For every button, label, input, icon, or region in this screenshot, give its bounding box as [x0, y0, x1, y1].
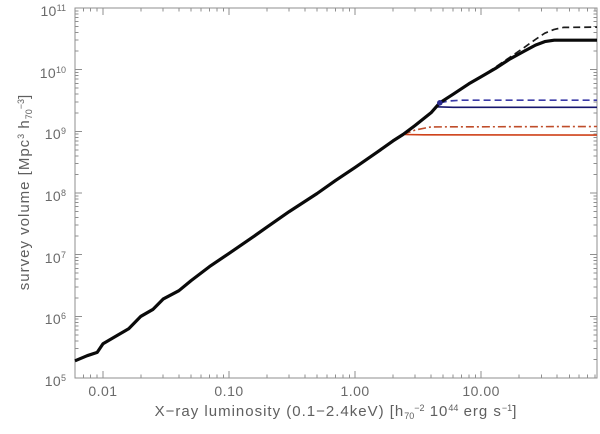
x-tick-label: 0.01: [88, 383, 118, 399]
y-axis-title: survey volume [Mpc3 h70−3]: [16, 93, 34, 291]
series-blue-subsample-dashed: [439, 99, 597, 104]
x-tick-label: 0.10: [214, 383, 244, 399]
series-red-subsample-dashdot: [402, 125, 598, 136]
y-tick-label: 105: [44, 373, 66, 389]
y-tick-label: 109: [44, 126, 66, 143]
branch-point-dot: [437, 100, 443, 106]
x-tick-label: 10.00: [462, 383, 500, 399]
y-tick-label: 108: [44, 188, 66, 204]
series-navy-subsample-solid: [436, 105, 597, 109]
series-red-subsample-solid: [402, 133, 598, 136]
axis-frame: [74, 7, 598, 379]
y-tick-label: 1010: [39, 64, 66, 81]
y-tick-label: 106: [44, 311, 66, 328]
series-total-survey-solid: [74, 38, 597, 363]
x-tick-label: 1.00: [340, 383, 370, 399]
y-tick-label: 107: [44, 249, 66, 266]
y-tick-label: 1011: [40, 3, 66, 19]
x-axis-title: X−ray luminosity (0.1−2.4keV) [h70−2 104…: [154, 403, 518, 421]
